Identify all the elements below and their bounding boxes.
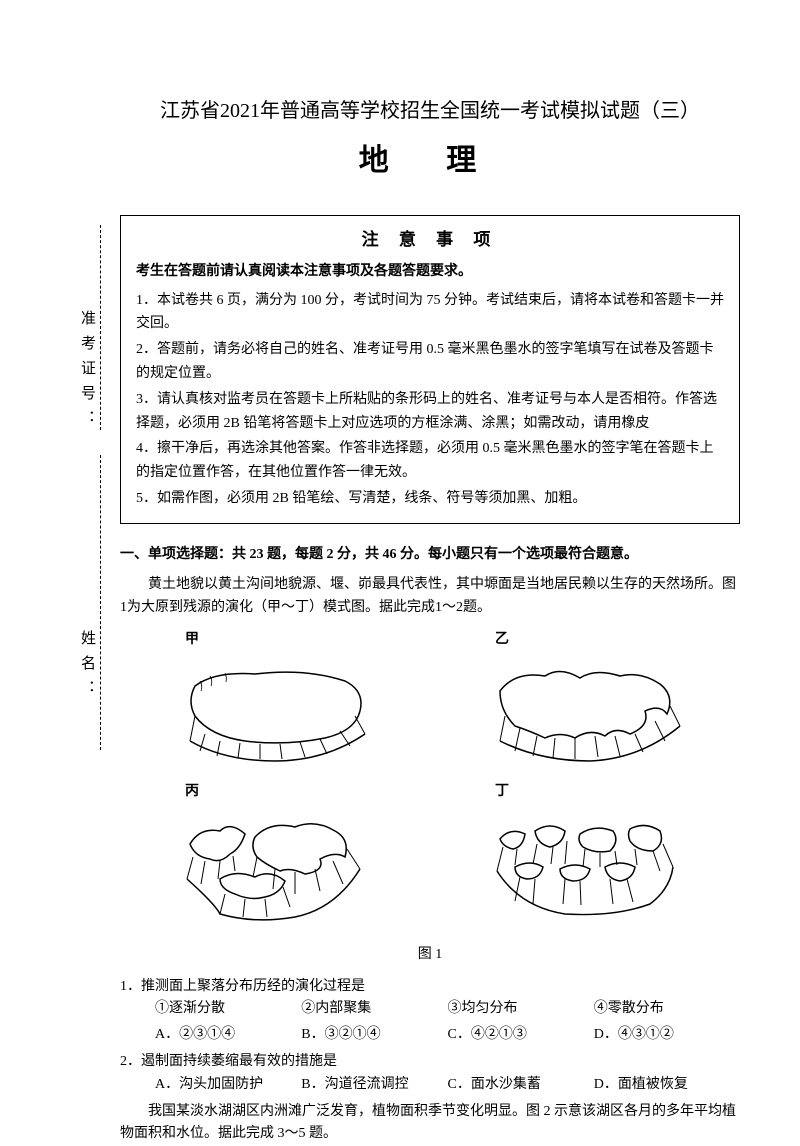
section-title: 一、单项选择题：共 23 题，每题 2 分，共 46 分。每小题只有一个选项最符… bbox=[120, 544, 740, 566]
option-b: B．③②①④ bbox=[301, 1024, 447, 1046]
option-c: C．④②①③ bbox=[448, 1024, 594, 1046]
main-content: 江苏省2021年普通高等学校招生全国统一考试模拟试题（三） 地 理 注 意 事 … bbox=[120, 0, 740, 1146]
loess-diagram-a bbox=[165, 656, 385, 766]
notice-box: 注 意 事 项 考生在答题前请认真阅读本注意事项及各题答题要求。 1．本试卷共 … bbox=[120, 215, 740, 524]
subject-title: 地 理 bbox=[120, 137, 740, 185]
notice-item: 2．答题前，请务必将自己的姓名、准考证号用 0.5 毫米黑色墨水的签字笔填写在试… bbox=[136, 338, 724, 386]
notice-item: 5．如需作图，必须用 2B 铅笔绘、写清楚，线条、符号等须加黑、加粗。 bbox=[136, 487, 724, 511]
sub-option: ①逐渐分散 bbox=[155, 998, 301, 1020]
question-number: 1． bbox=[120, 979, 141, 994]
sub-option: ③均匀分布 bbox=[448, 998, 594, 1020]
figure-caption: 图 1 bbox=[120, 944, 740, 966]
passage-text: 黄土地貌以黄土沟间地貌源、堰、峁最具代表性，其中塬面是当地居民赖以生存的天然场所… bbox=[120, 574, 740, 619]
question-number: 2． bbox=[120, 1054, 141, 1069]
main-title: 江苏省2021年普通高等学校招生全国统一考试模拟试题（三） bbox=[120, 95, 740, 127]
sub-option: ④零散分布 bbox=[594, 998, 740, 1020]
notice-title: 注 意 事 项 bbox=[136, 226, 724, 253]
option-d: D．面植被恢复 bbox=[594, 1074, 740, 1096]
binding-line-2 bbox=[100, 455, 101, 750]
option-a: A．沟头加固防护 bbox=[155, 1074, 301, 1096]
option-a: A．②③①④ bbox=[155, 1024, 301, 1046]
figure-label-b: 乙 bbox=[475, 629, 695, 651]
loess-diagram-d bbox=[475, 809, 695, 929]
exam-id-label: 准考证号： bbox=[75, 310, 99, 435]
figure-1: 甲 乙 丙 bbox=[120, 629, 740, 966]
name-label: 姓名： bbox=[75, 630, 99, 705]
loess-diagram-c bbox=[165, 809, 385, 929]
option-b: B．沟道径流调控 bbox=[301, 1074, 447, 1096]
question-2: 2．遏制面持续萎缩最有效的措施是 A．沟头加固防护 B．沟道径流调控 C．面水沙… bbox=[120, 1051, 740, 1096]
notice-intro: 考生在答题前请认真阅读本注意事项及各题答题要求。 bbox=[136, 261, 724, 283]
figure-label-d: 丁 bbox=[475, 781, 695, 803]
figure-label-c: 丙 bbox=[165, 781, 385, 803]
option-c: C．面水沙集蓄 bbox=[448, 1074, 594, 1096]
question-stem: 遏制面持续萎缩最有效的措施是 bbox=[141, 1054, 337, 1069]
notice-item: 3．请认真核对监考员在答题卡上所粘贴的条形码上的姓名、准考证号与本人是否相符。作… bbox=[136, 388, 724, 436]
figure-label-a: 甲 bbox=[165, 629, 385, 651]
loess-diagram-b bbox=[475, 656, 695, 766]
option-d: D．④③①② bbox=[594, 1024, 740, 1046]
notice-item: 1．本试卷共 6 页，满分为 100 分，考试时间为 75 分钟。考试结束后，请… bbox=[136, 289, 724, 337]
question-stem: 推测面上聚落分布历经的演化过程是 bbox=[141, 979, 365, 994]
passage-text-2: 我国某淡水湖湖区内洲滩广泛发育，植物面积季节变化明显。图 2 示意该湖区各月的多… bbox=[120, 1101, 740, 1146]
sub-option: ②内部聚集 bbox=[301, 998, 447, 1020]
binding-line-1 bbox=[100, 225, 101, 430]
question-1: 1．推测面上聚落分布历经的演化过程是 ①逐渐分散 ②内部聚集 ③均匀分布 ④零散… bbox=[120, 976, 740, 1046]
notice-item: 4．擦干净后，再选涂其他答案。作答非选择题，必须用 0.5 毫米黑色墨水的签字笔… bbox=[136, 437, 724, 485]
